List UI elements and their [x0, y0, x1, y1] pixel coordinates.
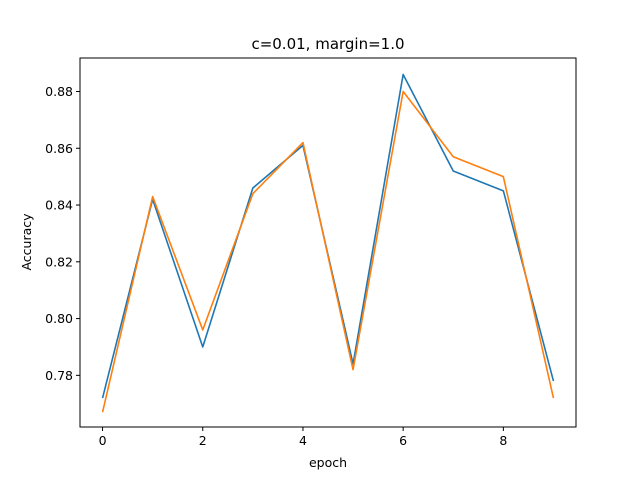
- y-tick-label: 0.86: [45, 141, 73, 156]
- x-tick-label: 8: [499, 433, 507, 448]
- x-tick-label: 6: [399, 433, 407, 448]
- y-tick-label: 0.80: [45, 311, 73, 326]
- x-tick-label: 4: [299, 433, 307, 448]
- chart-title: c=0.01, margin=1.0: [251, 35, 404, 53]
- y-tick-label: 0.82: [45, 254, 73, 269]
- series-line-2: [101, 90, 555, 413]
- x-tick-label: 0: [99, 433, 107, 448]
- y-tick-label: 0.88: [45, 84, 73, 99]
- y-axis-ticks: 0.78 0.80 0.82 0.84 0.86 0.88: [45, 84, 80, 383]
- x-axis-ticks: 0 2 4 6 8: [99, 427, 507, 448]
- y-tick-label: 0.78: [45, 368, 73, 383]
- x-tick-label: 2: [199, 433, 207, 448]
- y-tick-label: 0.84: [45, 198, 73, 213]
- plot-frame: [79, 57, 577, 428]
- y-axis-label: Accuracy: [19, 213, 34, 271]
- x-axis-label: epoch: [309, 455, 347, 470]
- plot-lines: [101, 73, 555, 413]
